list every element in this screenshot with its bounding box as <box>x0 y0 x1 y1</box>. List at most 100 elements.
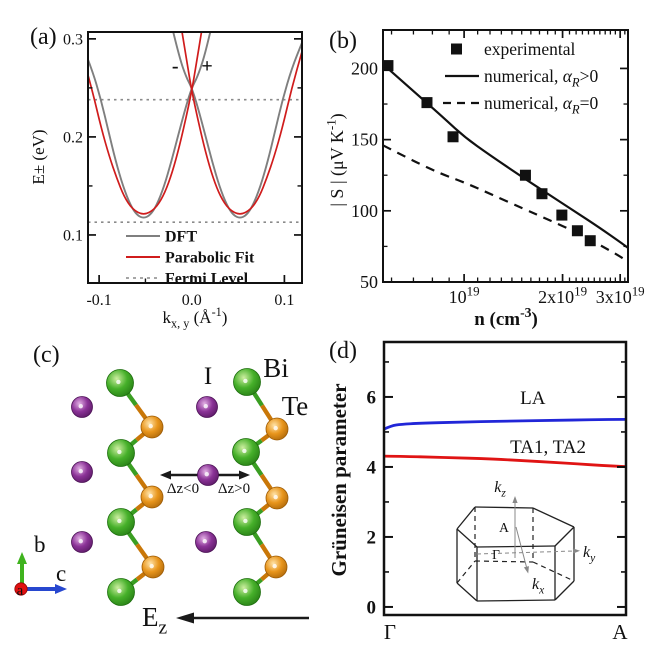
branch-sign-label: + <box>201 55 212 77</box>
kx-axis-head <box>523 566 529 574</box>
bz-point-a-label: A <box>499 520 509 535</box>
curve-ta1-ta2 <box>383 454 627 468</box>
experimental-point <box>519 169 531 181</box>
branch-sign-label: - <box>172 55 179 77</box>
curve-dft-branch-plus <box>172 32 302 219</box>
panel-label-d: (d) <box>329 338 357 364</box>
atom-highlight <box>273 425 278 431</box>
tellurium-label: Te <box>282 391 309 421</box>
c-axis-label: c <box>56 561 66 586</box>
curve-parabolic-fit-branch-minus <box>88 32 203 215</box>
kx-axis-line <box>515 526 528 570</box>
atom-highlight <box>272 563 277 569</box>
x-tick-label: 1019 <box>449 283 480 307</box>
bz-edge-solid <box>456 582 478 602</box>
axes-box-b <box>382 29 629 283</box>
y-tick-label: 6 <box>367 387 377 408</box>
y-tick-label: 100 <box>351 201 378 221</box>
curve-parabolic-fit-branch-plus <box>181 32 302 215</box>
b-axis-label: b <box>34 532 46 557</box>
panel-label-c: (c) <box>33 342 60 368</box>
experimental-point <box>536 188 548 200</box>
axes-box-d <box>382 340 628 617</box>
bz-edge-solid <box>554 526 575 547</box>
dz-negative-label: Δz<0 <box>167 481 199 497</box>
y-axis-title: | S | (μV K-1) <box>323 113 348 206</box>
panel-label-b: (b) <box>329 28 357 54</box>
curve-dft-branch-minus <box>88 32 212 219</box>
x-tick-label: 0.1 <box>274 292 294 309</box>
atom-highlight <box>203 403 208 409</box>
curve-label: LA <box>520 388 546 409</box>
y-tick-label: 0.1 <box>63 227 83 244</box>
electric-field-label: Ez <box>142 602 168 638</box>
atom-highlight <box>78 403 83 409</box>
legend-swatch-square <box>451 43 462 55</box>
dz-positive-label: Δz>0 <box>218 481 250 497</box>
kz-axis-head <box>512 496 518 503</box>
ky-axis-line <box>476 550 575 555</box>
x-tick-label: 0.0 <box>182 292 202 309</box>
legend-label: numerical, αR=0 <box>484 93 598 117</box>
atom-highlight <box>78 468 83 474</box>
bz-edge-solid <box>456 506 476 530</box>
atom-highlight <box>273 494 278 500</box>
legend-label: numerical, αR>0 <box>484 66 598 90</box>
atom-highlight <box>243 378 248 384</box>
atom-highlight <box>242 448 247 454</box>
atom-highlight <box>78 538 83 544</box>
curve-numerical-solid <box>382 63 629 249</box>
a-axis-label: a <box>17 583 24 599</box>
c-axis-arrow-head <box>55 584 67 594</box>
y-axis-title: Grüneisen parameter <box>327 383 351 576</box>
atom-highlight <box>243 588 248 594</box>
ky-axis-head <box>572 548 580 554</box>
electric-field-arrow-head <box>176 612 194 624</box>
experimental-point <box>584 235 596 247</box>
bz-edge-solid <box>476 599 556 602</box>
x-tick-label-gamma: Γ <box>384 620 396 644</box>
atom-highlight <box>117 449 122 455</box>
atom-highlight <box>149 563 154 569</box>
axes-box-a <box>87 31 303 284</box>
bz-point-gamma-label: Γ <box>492 547 500 562</box>
y-tick-label: 150 <box>351 130 378 150</box>
band-structure-chart: 0.1 0.2 0.3 -0.1 0.0 0.1 E± (eV) kx, y (Å-1) - + D… <box>29 31 303 331</box>
bz-edge-dashed <box>456 560 476 584</box>
panel-label-a: (a) <box>30 24 57 50</box>
curve-label: TA1, TA2 <box>510 437 586 458</box>
curve-la <box>383 417 627 431</box>
experimental-point <box>421 97 433 109</box>
brillouin-zone-inset: kz ky kx AΓ <box>456 479 596 602</box>
crystal-structure-diagram: Δz<0 Δz>0 I Bi Te bc a Ez <box>14 353 309 638</box>
kx-label: kx <box>532 576 545 596</box>
atom-highlight <box>243 518 248 524</box>
y-tick-label: 200 <box>351 58 378 78</box>
experimental-point <box>571 225 583 237</box>
experimental-point <box>447 131 459 143</box>
y-tick-label: 0 <box>367 597 377 618</box>
x-tick-label: 2x1019 <box>538 283 587 307</box>
experimental-point <box>556 209 568 221</box>
displacement-arrow-head <box>239 470 250 480</box>
y-tick-label: 0.2 <box>63 129 83 146</box>
y-tick-label: 4 <box>367 457 377 478</box>
legend-label: Fermi Level <box>165 271 249 288</box>
a-axis-dot <box>14 582 28 596</box>
bz-edge-solid <box>456 528 478 548</box>
curve-numerical-dashed <box>382 144 629 263</box>
legend-label: Parabolic Fit <box>165 250 255 267</box>
x-tick-label: 3x1019 <box>596 283 645 307</box>
bismuth-label: Bi <box>263 353 289 383</box>
experimental-point <box>382 60 394 72</box>
kz-label: kz <box>494 479 506 499</box>
bz-edge-solid <box>474 506 534 509</box>
iodine-label: I <box>204 363 212 390</box>
y-tick-label: 50 <box>360 272 378 292</box>
bz-edge-solid <box>532 507 575 528</box>
atom-highlight <box>148 423 153 429</box>
atom-highlight <box>117 588 122 594</box>
x-axis-title: kx, y (Å-1) <box>163 305 228 331</box>
seebeck-chart: 50 100 150 200 1019 2x1019 3x1019 n (cm-3) | S |… <box>323 29 645 330</box>
